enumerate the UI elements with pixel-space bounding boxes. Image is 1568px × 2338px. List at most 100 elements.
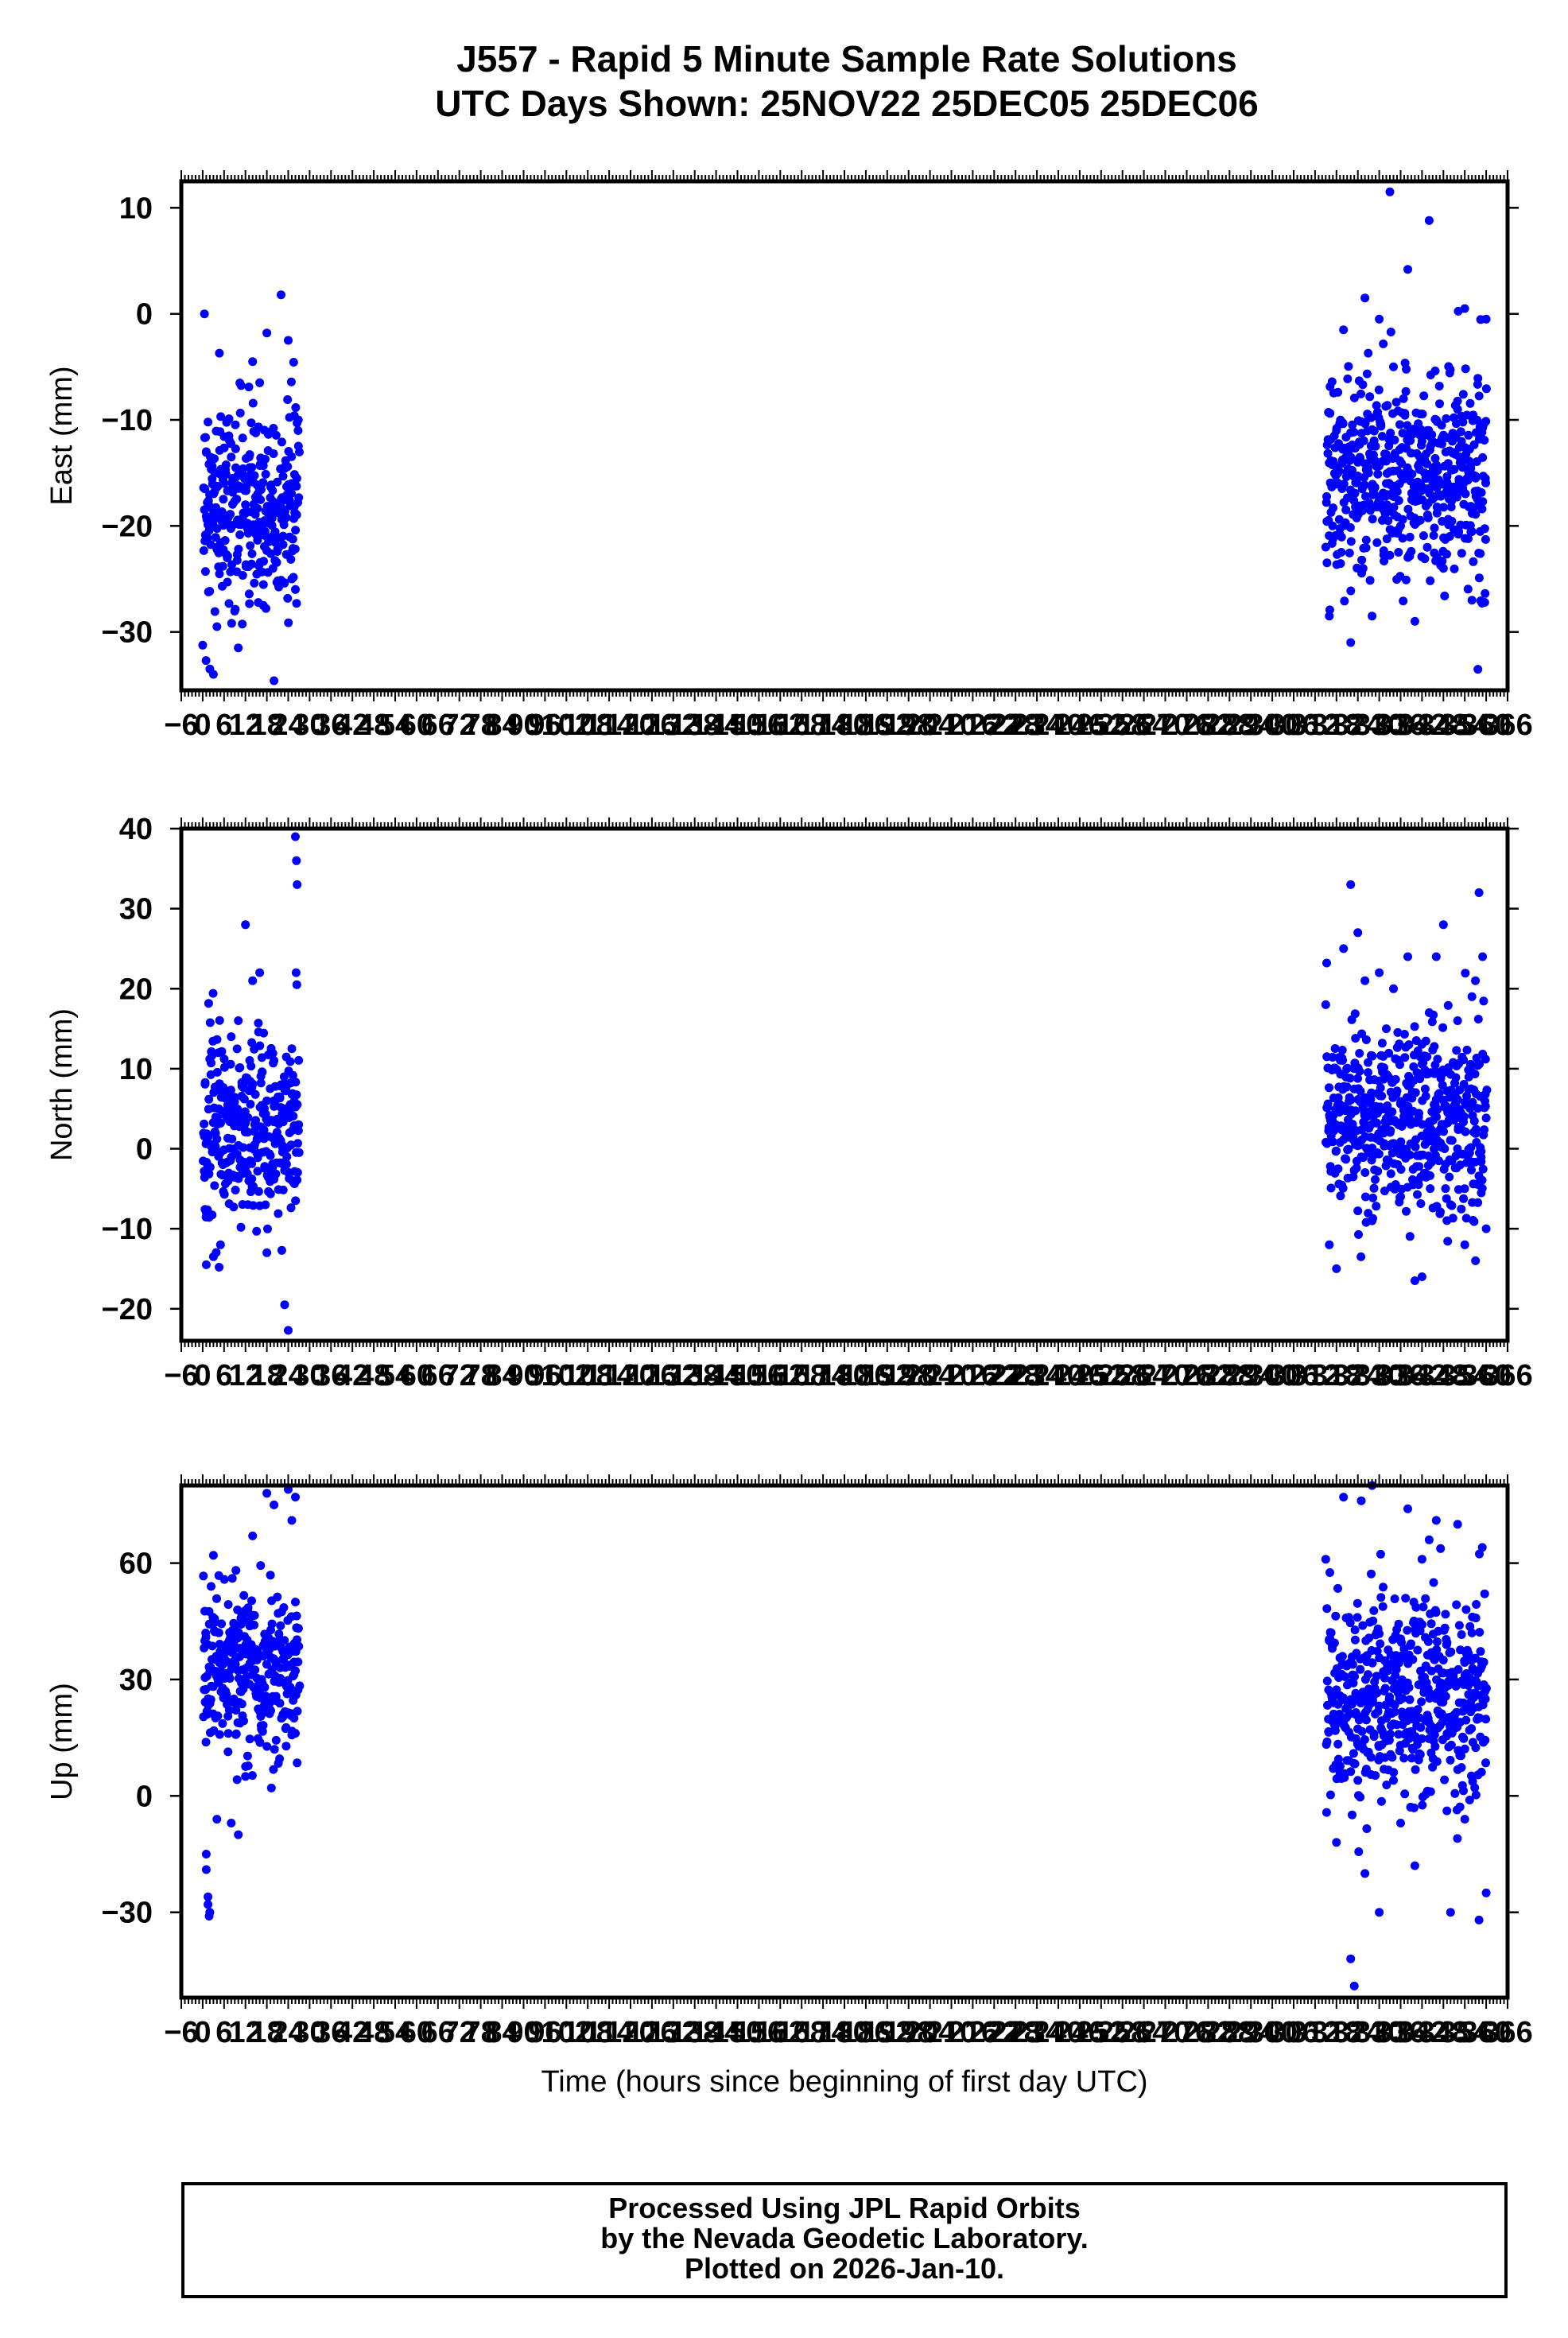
data-point — [1459, 1112, 1469, 1121]
data-point — [221, 460, 231, 469]
data-point — [1434, 1156, 1443, 1166]
data-point — [210, 1181, 219, 1190]
data-point — [1382, 1714, 1391, 1723]
data-point — [1325, 612, 1334, 621]
data-point — [1447, 1136, 1457, 1145]
x-tick-label: 252 — [1076, 709, 1126, 742]
data-point — [1450, 1788, 1460, 1798]
data-point — [1444, 1676, 1454, 1686]
data-point — [1415, 1162, 1424, 1171]
data-point — [1353, 1598, 1362, 1608]
data-point — [247, 1596, 256, 1606]
data-point — [1410, 1861, 1419, 1870]
data-point — [1409, 1803, 1419, 1812]
x-tick-label: 348 — [1419, 2016, 1469, 2049]
data-point — [1433, 466, 1442, 476]
x-tick-label: 174 — [798, 709, 848, 742]
data-point — [1457, 549, 1466, 558]
data-point — [1477, 1543, 1487, 1552]
data-point — [1322, 491, 1331, 501]
data-point — [1337, 1652, 1347, 1661]
data-point — [250, 471, 259, 480]
data-point — [1422, 542, 1432, 552]
data-point — [200, 309, 209, 319]
data-point — [1426, 1184, 1435, 1194]
x-tick-label: 258 — [1097, 709, 1147, 742]
data-point — [1433, 1054, 1442, 1064]
east-panel: −60 6121824303642485460667278849096102108… — [45, 170, 1533, 742]
data-point — [1430, 1730, 1439, 1739]
data-point — [258, 600, 268, 610]
data-point — [1473, 1198, 1483, 1207]
data-point — [208, 1252, 218, 1261]
data-point — [1481, 1054, 1490, 1064]
data-point — [1349, 1678, 1358, 1687]
data-point — [1380, 1186, 1389, 1196]
data-point — [293, 425, 303, 435]
data-point — [1371, 1771, 1380, 1781]
data-point — [1322, 1676, 1332, 1686]
data-point — [292, 856, 301, 865]
data-point — [1364, 1670, 1372, 1680]
data-point — [1328, 521, 1337, 530]
x-tick-label: 240 — [1033, 1359, 1083, 1392]
data-point — [1438, 564, 1448, 573]
data-point — [280, 578, 289, 588]
data-point — [1451, 1152, 1461, 1161]
data-point — [1339, 480, 1349, 489]
data-point — [231, 463, 240, 472]
data-point — [256, 1561, 266, 1571]
data-point — [219, 479, 229, 488]
data-point — [1386, 1126, 1395, 1136]
x-tick-label: 162 — [755, 2016, 805, 2049]
data-point — [207, 1058, 215, 1068]
data-point — [1446, 365, 1455, 375]
data-point — [1469, 440, 1479, 449]
data-point — [1439, 1127, 1448, 1136]
data-point — [1459, 1194, 1469, 1203]
data-point — [1382, 479, 1391, 488]
data-point — [292, 474, 301, 483]
data-point — [1391, 398, 1401, 407]
data-point — [1377, 1091, 1387, 1101]
data-point — [1352, 1163, 1361, 1173]
data-point — [1479, 1657, 1488, 1667]
data-point — [204, 526, 214, 535]
x-tick-label: 168 — [776, 2016, 826, 2049]
data-point — [273, 1592, 282, 1602]
data-point — [1442, 550, 1451, 559]
data-point — [212, 1067, 222, 1077]
x-tick-label: 246 — [1054, 1359, 1104, 1392]
data-point — [1341, 1672, 1350, 1681]
data-point — [1408, 1655, 1418, 1664]
data-point — [215, 1240, 225, 1249]
data-point — [1394, 1658, 1403, 1668]
y-tick-label: 10 — [119, 192, 153, 225]
data-point — [1440, 591, 1450, 600]
data-point — [1474, 573, 1484, 583]
x-tick-label: 336 — [1376, 2016, 1426, 2049]
y-tick-labels: −30 0 30 60 — [102, 1548, 153, 1930]
x-tick-label: 162 — [755, 709, 805, 742]
data-point — [1356, 1086, 1365, 1096]
x-tick-label: 120 — [605, 1359, 655, 1392]
data-point — [1389, 984, 1398, 993]
data-point — [1322, 558, 1332, 568]
data-point — [199, 546, 208, 555]
data-point — [1376, 1593, 1386, 1602]
data-point — [291, 1196, 301, 1206]
data-point — [1481, 1735, 1490, 1745]
data-point — [1362, 1824, 1372, 1833]
x-tick-label: 102 — [541, 2016, 592, 2049]
data-point — [258, 1067, 267, 1077]
data-point — [270, 527, 280, 537]
x-tick-label: 366 — [1482, 2016, 1532, 2049]
data-point — [1350, 1759, 1360, 1769]
data-point — [231, 444, 240, 453]
data-point — [1410, 1276, 1419, 1285]
data-point — [232, 556, 242, 565]
data-point — [1424, 1008, 1434, 1017]
data-point — [200, 567, 210, 577]
data-point — [263, 1224, 272, 1233]
data-point — [271, 1169, 281, 1179]
